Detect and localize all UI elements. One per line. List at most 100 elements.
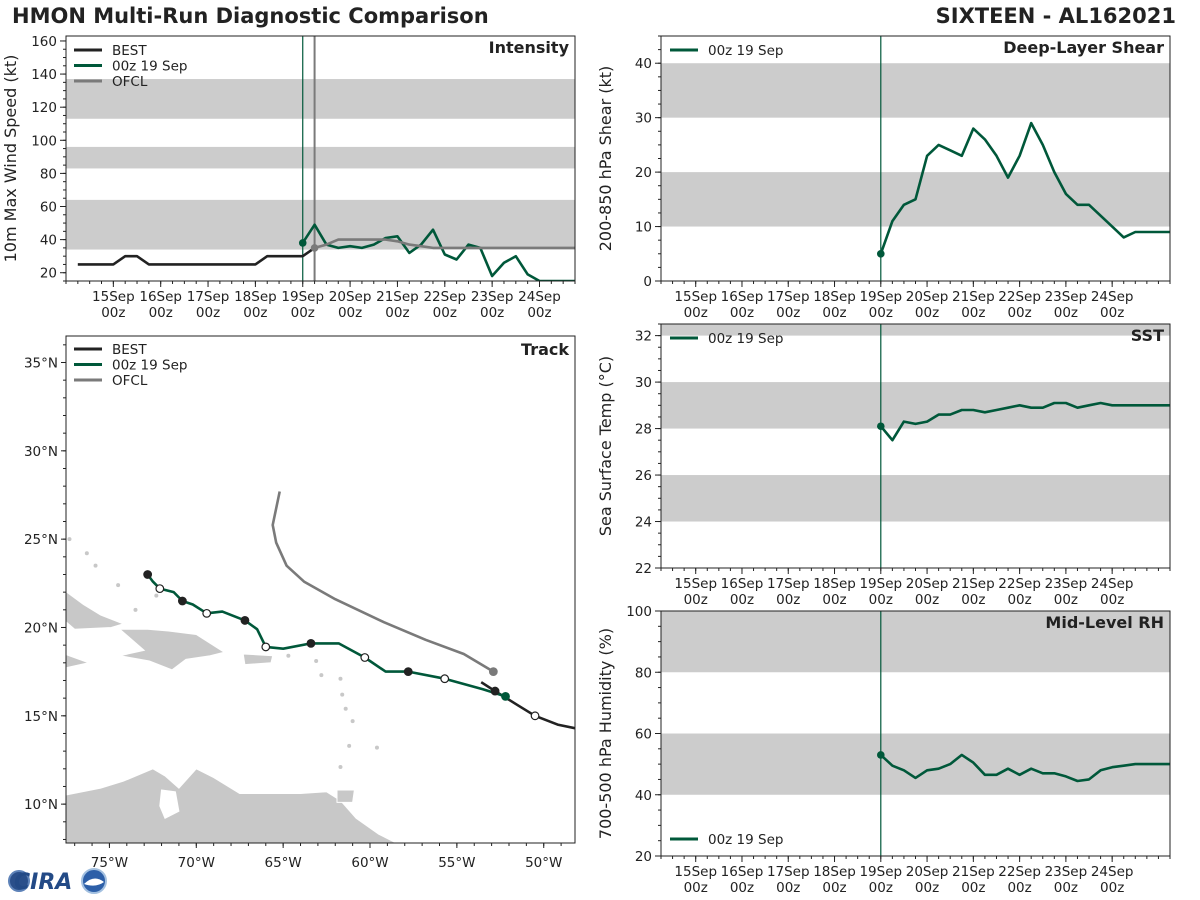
ofcl-track-line [271,491,495,673]
sst-xtick-day: 20Sep [906,576,949,592]
rh-xtick-hour: 00z [915,880,939,896]
intensity-band [66,199,575,250]
shear-panel: 01020304015Sep00z16Sep00z17Sep00z18Sep00… [596,35,1171,321]
shear-xtick-day: 23Sep [1045,289,1088,305]
sst-xtick-day: 16Sep [721,576,764,592]
intensity-legend-label: 00z 19 Sep [112,59,187,75]
intensity-xtick-day: 20Sep [329,289,372,305]
puerto-rico-landmass [242,653,274,666]
track-legend-label: BEST [112,342,147,358]
rh-panel: 2040608010015Sep00z16Sep00z17Sep00z18Sep… [596,604,1171,896]
intensity-ylabel: 10m Max Wind Speed (kt) [1,55,20,263]
trinidad-landmass [336,789,355,803]
hispaniola-landmass [118,628,226,671]
rh-ylabel: 700-500 hPa Humidity (%) [596,628,615,839]
shear-xtick-day: 15Sep [674,289,717,305]
run-track-marker [155,584,165,594]
run-track-marker [440,674,450,684]
shear-frame [660,35,1171,282]
intensity-ytick-label: 40 [40,233,57,249]
rh-xtick-day: 18Sep [813,864,856,880]
rh-xtick-day: 24Sep [1091,864,1134,880]
shear-xtick-hour: 00z [869,305,893,321]
small-island [67,537,72,542]
track-ytick-label: 30°N [24,444,58,460]
track-ytick-label: 20°N [24,620,58,636]
shear-ytick-label: 40 [635,56,652,72]
track-legend-label: OFCL [112,373,148,389]
intensity-xtick-day: 16Sep [139,289,182,305]
rh-xtick-hour: 00z [1054,880,1078,896]
run-track-marker [360,653,370,662]
ofcl-track-marker [488,667,498,677]
sst-ytick-label: 22 [635,561,652,577]
shear-legend-label: 00z 19 Sep [708,43,783,59]
intensity-panel: 2040608010012014016015Sep00z16Sep00z17Se… [1,34,576,321]
shear-xtick-day: 18Sep [813,289,856,305]
rh-xtick-hour: 00z [822,880,846,896]
intensity-ytick-label: 80 [40,166,57,182]
intensity-xtick-day: 19Sep [281,289,324,305]
small-island [286,653,291,658]
rh-xtick-day: 21Sep [952,864,995,880]
shear-xtick-day: 16Sep [721,289,764,305]
small-island [347,743,352,748]
sst-ylabel: Sea Surface Temp (°C) [596,356,615,536]
shear-ytick-label: 10 [635,220,652,236]
intensity-start-marker [298,239,307,247]
sst-xtick-hour: 00z [915,592,939,608]
sst-band [661,382,1170,429]
intensity-xtick-day: 18Sep [234,289,277,305]
intensity-xtick-hour: 00z [433,305,457,321]
rh-xtick-day: 22Sep [998,864,1041,880]
sst-ytick-label: 32 [635,329,652,345]
small-island [314,659,319,664]
intensity-frame [65,35,576,282]
intensity-series-run [301,223,575,281]
intensity-legend-label: OFCL [112,74,148,90]
shear-xtick-hour: 00z [961,305,985,321]
cira-globe-icon [8,870,30,892]
run-track-marker [240,616,250,625]
shear-ytick-label: 30 [635,111,652,127]
track-ytick-label: 10°N [24,797,58,813]
run-track-line [146,573,506,698]
sst-ytick-label: 26 [635,468,652,484]
track-ytick-label: 25°N [24,532,58,548]
sst-xtick-hour: 00z [1054,592,1078,608]
sst-xtick-hour: 00z [1100,592,1124,608]
rh-xtick-hour: 00z [776,880,800,896]
intensity-xtick-hour: 00z [291,305,315,321]
intensity-xtick-hour: 00z [243,305,267,321]
shear-xtick-hour: 00z [1100,305,1124,321]
run-track-marker [261,642,271,652]
best-track-line [480,681,575,730]
sst-xtick-hour: 00z [822,592,846,608]
rh-ytick-label: 80 [635,665,652,681]
rh-frame [660,610,1171,857]
lake-maracaibo [159,789,180,819]
shear-xtick-day: 17Sep [767,289,810,305]
sst-xtick-day: 21Sep [952,576,995,592]
sst-ytick-label: 28 [635,422,652,438]
sst-xtick-day: 24Sep [1091,576,1134,592]
sst-legend-label: 00z 19 Sep [708,331,783,347]
sst-xtick-day: 23Sep [1045,576,1088,592]
intensity-xtick-day: 24Sep [518,289,561,305]
rh-ytick-label: 100 [626,604,652,620]
track-ytick-label: 15°N [24,709,58,725]
run-track-marker [403,667,413,677]
shear-xtick-hour: 00z [684,305,708,321]
shear-xtick-day: 24Sep [1091,289,1134,305]
sst-ytick-label: 24 [635,515,652,531]
run-track-marker [202,608,212,618]
rh-xtick-hour: 00z [1100,880,1124,896]
shear-xtick-hour: 00z [915,305,939,321]
track-panel-title: Track [521,340,569,359]
sst-band [661,475,1170,522]
rh-xtick-day: 17Sep [767,864,810,880]
shear-xtick-hour: 00z [776,305,800,321]
track-panel: 75°W 70°W 65°W 60°W 55°W 50°W10°N15°N20°N25°N… [24,335,576,871]
track-xtick-label: 55°W [438,855,475,871]
rh-ytick-label: 60 [635,727,652,743]
